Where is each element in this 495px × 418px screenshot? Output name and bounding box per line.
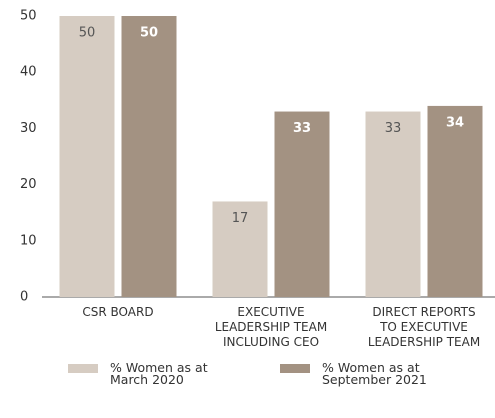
- data-label: 34: [446, 115, 464, 130]
- bar: [59, 16, 115, 297]
- bar: [427, 105, 483, 297]
- legend-swatch: [280, 364, 310, 373]
- x-tick-label: EXECUTIVE LEADERSHIP TEAM INCLUDING CEO: [214, 305, 328, 349]
- y-tick-label: 40: [20, 65, 37, 80]
- x-tick-label: CSR BOARD: [82, 305, 154, 319]
- y-tick-label: 10: [20, 233, 37, 248]
- data-label: 50: [79, 26, 96, 41]
- bar: [274, 111, 330, 297]
- x-tick-label: DIRECT REPORTS TO EXECUTIVE LEADERSHIP T…: [367, 305, 481, 349]
- y-tick-label: 20: [20, 177, 37, 192]
- data-label: 50: [140, 26, 158, 41]
- y-tick-label: 30: [20, 121, 37, 136]
- y-tick-label: 0: [20, 290, 28, 305]
- data-label: 17: [232, 211, 249, 226]
- bar: [365, 111, 421, 297]
- data-label: 33: [293, 121, 311, 136]
- data-label: 33: [385, 121, 402, 136]
- y-tick-label: 50: [20, 9, 37, 24]
- legend-swatch: [68, 364, 98, 373]
- legend-label: % Women as at September 2021: [322, 360, 427, 387]
- bar: [212, 201, 268, 297]
- legend-label: % Women as at March 2020: [110, 360, 208, 387]
- bar: [121, 16, 177, 297]
